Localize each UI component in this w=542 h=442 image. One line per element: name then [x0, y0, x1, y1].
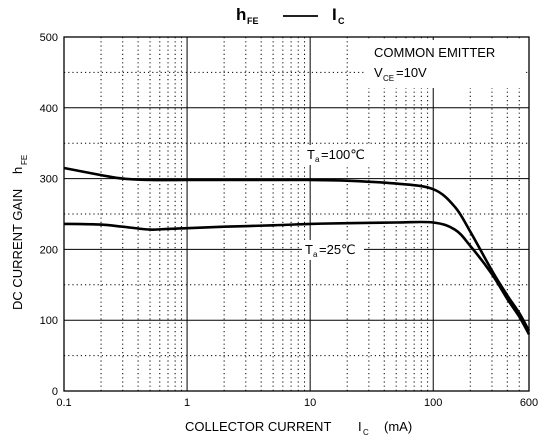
- y-tick-label: 100: [40, 315, 58, 327]
- title-hfe-sub: FE: [247, 16, 259, 26]
- y-tick-label: 200: [40, 244, 58, 256]
- series-label-25c-value: =25℃: [319, 242, 356, 257]
- grid: [64, 37, 530, 391]
- title-hfe-main: h: [236, 5, 246, 24]
- series-label-100c-main: T: [307, 147, 315, 162]
- series-curves: [63, 166, 531, 336]
- x-axis-label-unit: (mA): [384, 419, 412, 434]
- y-tick-label: 300: [40, 174, 58, 186]
- title-ic-main: I: [332, 5, 337, 24]
- series-label-100c-value: =100℃: [321, 147, 365, 162]
- x-axis-label-symbol: I: [358, 419, 362, 434]
- series-label-25c: T a =25℃: [302, 240, 364, 260]
- x-axis-label: COLLECTOR CURRENT I C (mA): [185, 419, 412, 437]
- y-axis-label-sub: FE: [20, 155, 29, 165]
- conditions-vce-sub: CE: [383, 74, 394, 83]
- conditions-line1: COMMON EMITTER: [374, 45, 495, 60]
- y-axis-label-text: DC CURRENT GAIN: [10, 189, 25, 310]
- series-label-25c-main: T: [305, 242, 313, 257]
- plot-frame: [63, 36, 530, 392]
- x-axis-label-text: COLLECTOR CURRENT: [185, 419, 331, 434]
- series-label-25c-sub: a: [313, 250, 318, 259]
- series-label-25c-bg: [302, 240, 364, 260]
- conditions-vce-main: V: [374, 65, 383, 80]
- x-tick-labels: 0.1 1 10 100 600: [56, 397, 538, 409]
- y-tick-label: 400: [40, 103, 58, 115]
- conditions-box: COMMON EMITTER V CE =10V: [366, 40, 524, 88]
- x-axis-label-sub: C: [363, 428, 369, 437]
- y-tick-label: 500: [40, 32, 58, 44]
- y-tick-labels: 0 100 200 300 400 500: [40, 32, 58, 398]
- y-axis-label-symbol: h: [10, 167, 25, 174]
- series-line-0: [63, 166, 531, 332]
- y-axis-label: DC CURRENT GAIN h FE: [10, 155, 29, 310]
- conditions-bg: [366, 40, 524, 88]
- title-ic-sub: C: [338, 16, 345, 26]
- series-label-100c-sub: a: [315, 155, 320, 164]
- x-tick-label: 600: [520, 397, 538, 409]
- series-label-100c-bg: [304, 145, 374, 165]
- series-line-1: [63, 220, 531, 336]
- x-tick-label: 100: [424, 397, 442, 409]
- chart-title: h FE I C: [236, 5, 345, 26]
- x-tick-label: 1: [184, 397, 190, 409]
- x-tick-label: 0.1: [56, 397, 71, 409]
- y-tick-label: 0: [52, 386, 58, 398]
- series-label-100c: T a =100℃: [304, 145, 374, 165]
- x-tick-label: 10: [304, 397, 316, 409]
- conditions-vce-value: =10V: [396, 65, 427, 80]
